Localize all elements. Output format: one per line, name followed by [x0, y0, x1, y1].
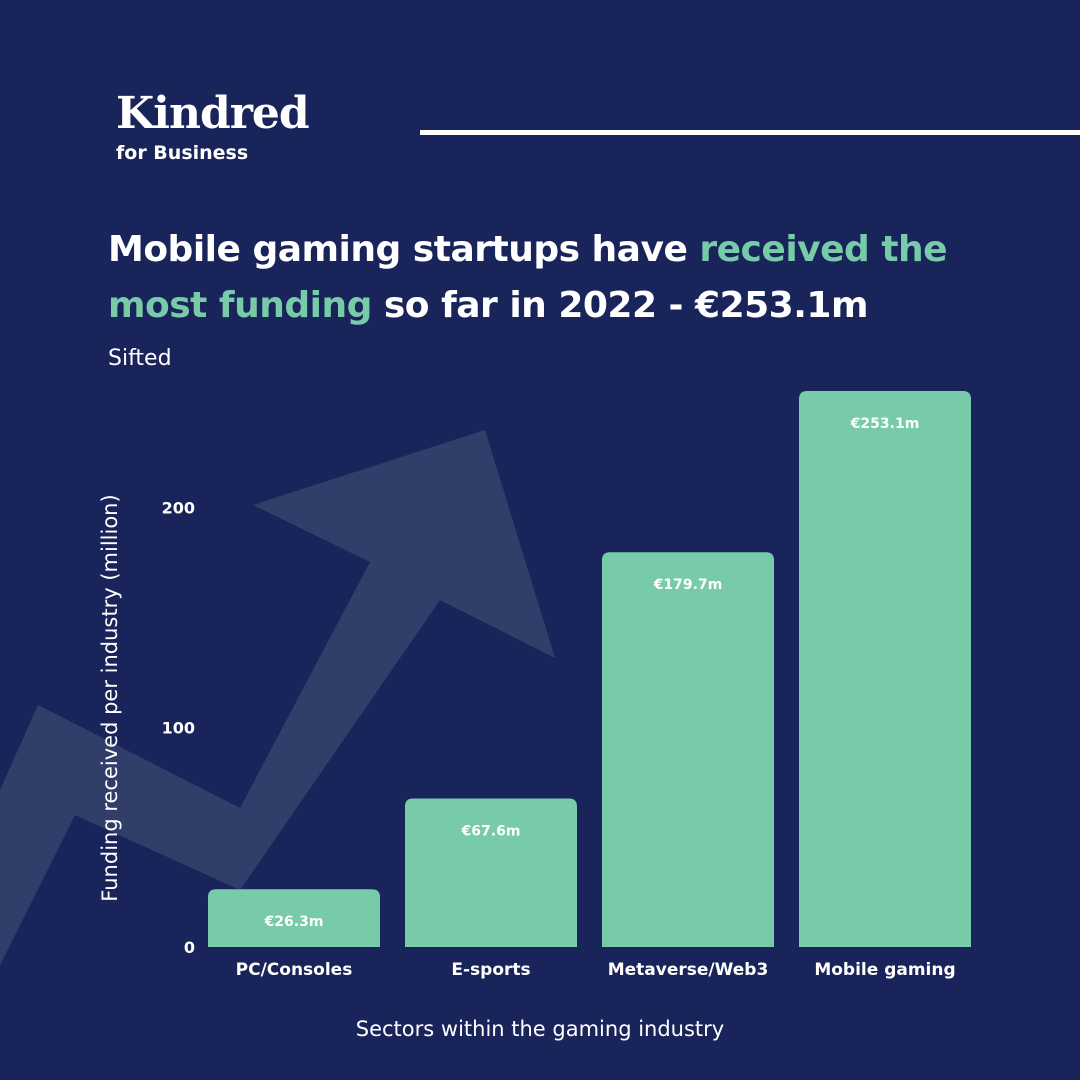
brand-name: Kindred — [116, 88, 310, 139]
brand-logo: Kindred for Business — [116, 88, 310, 165]
bar — [799, 391, 971, 947]
x-axis-title: Sectors within the gaming industry — [356, 1017, 724, 1041]
y-tick-label: 200 — [162, 499, 195, 518]
source-label: Sifted — [108, 346, 172, 371]
y-axis-title: Funding received per industry (million) — [98, 494, 122, 901]
y-tick-label: 0 — [184, 938, 195, 957]
y-ticks-layer: 0 100 200 — [162, 499, 195, 957]
bars-layer — [208, 391, 971, 947]
y-tick-label: 100 — [162, 718, 195, 737]
title-text-2: so far in 2022 - €253.1m — [371, 285, 869, 326]
x-categories-layer: PC/Consoles E-sports Metaverse/Web3 Mobile … — [236, 960, 956, 980]
brand-tagline: for Business — [116, 142, 249, 164]
bar — [208, 889, 380, 947]
x-tick-label: PC/Consoles — [236, 960, 353, 980]
bar-value-label: €67.6m — [461, 823, 521, 839]
bar — [602, 552, 774, 947]
bar-value-label: €179.7m — [653, 577, 723, 593]
bar-value-label: €253.1m — [850, 416, 920, 432]
x-tick-label: Mobile gaming — [814, 960, 955, 980]
x-tick-label: Metaverse/Web3 — [608, 960, 769, 980]
bar — [405, 798, 577, 947]
title-text-1: Mobile gaming startups have — [108, 229, 700, 270]
title-highlight-2: most funding — [108, 285, 372, 326]
x-tick-label: E-sports — [451, 960, 530, 980]
bar-value-label: €26.3m — [264, 914, 324, 930]
header-divider — [420, 130, 1080, 135]
bar-labels-layer: €26.3m €67.6m €179.7m €253.1m — [264, 416, 920, 930]
trend-arrow-icon — [0, 430, 555, 965]
page-title: Mobile gaming startups have received the… — [108, 222, 1008, 334]
title-highlight-1: received the — [699, 229, 948, 270]
